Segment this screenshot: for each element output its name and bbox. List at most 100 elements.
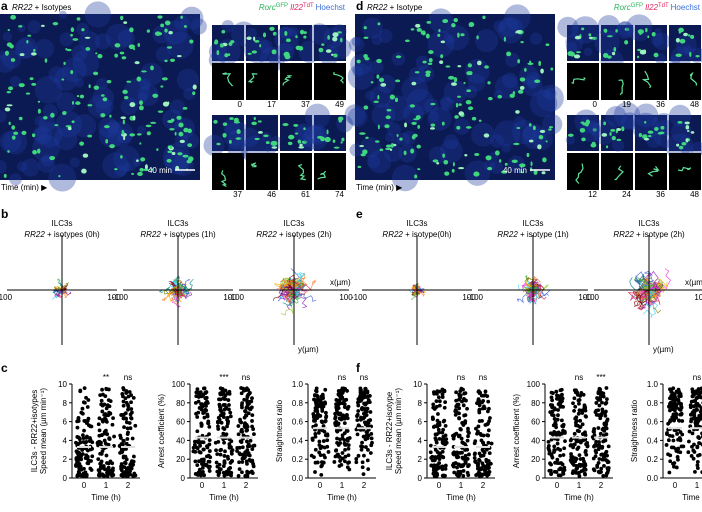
cell [448, 75, 455, 80]
x-tick-label: 2 [244, 481, 249, 490]
cell-track [54, 288, 63, 297]
cell [213, 119, 218, 124]
cell [615, 129, 618, 134]
cell [467, 106, 474, 111]
data-dot [442, 388, 447, 393]
data-dot [112, 434, 116, 439]
data-dot [558, 403, 563, 408]
cell [29, 77, 34, 81]
tissue [344, 104, 366, 126]
data-dot [216, 415, 221, 420]
data-dot [322, 445, 327, 450]
cell [221, 29, 226, 34]
data-dot [692, 442, 696, 447]
cell [359, 144, 364, 147]
data-dot [225, 454, 230, 459]
data-dot [678, 408, 683, 412]
tissue [84, 1, 111, 28]
data-dot [225, 415, 230, 420]
data-dot [477, 458, 482, 463]
data-dot [679, 402, 683, 406]
axis-max: 100 [694, 293, 702, 302]
cell [8, 121, 11, 126]
data-dot [222, 454, 227, 458]
cell [129, 102, 136, 108]
cell [636, 55, 640, 59]
data-dot [340, 451, 345, 455]
tissue [105, 23, 132, 51]
data-dot [573, 470, 578, 475]
data-dot [311, 413, 316, 418]
data-dot [129, 415, 133, 420]
y-tick-label: 0 [181, 474, 186, 483]
cell [394, 97, 399, 103]
cell [362, 149, 368, 155]
y-axis-label: Arrest coefficient (%) [512, 394, 521, 468]
data-dot [313, 470, 317, 474]
data-dot [474, 473, 479, 478]
data-dot [223, 402, 227, 407]
cell [647, 135, 652, 138]
x-axis-label: Time (h) [91, 493, 121, 502]
data-dot [104, 453, 109, 458]
cell [506, 51, 512, 57]
cell [676, 143, 680, 147]
track [614, 165, 624, 181]
data-dot [694, 407, 699, 412]
data-dot [88, 447, 93, 452]
data-dot [364, 445, 368, 449]
cell [81, 168, 87, 174]
significance: ns [457, 373, 465, 382]
cell [18, 83, 25, 88]
cell [404, 122, 407, 128]
cell [376, 74, 380, 79]
data-dot [452, 470, 457, 475]
track [689, 71, 697, 86]
il22: Il22 [645, 3, 658, 12]
data-dot [216, 473, 221, 478]
data-dot [486, 440, 491, 445]
x-tick-label: 0 [673, 481, 678, 490]
data-dot [675, 432, 679, 436]
data-dot [124, 391, 129, 395]
data-dot [695, 463, 700, 468]
cell [114, 168, 118, 171]
data-dot [226, 398, 231, 402]
cell [524, 68, 527, 72]
cell [452, 162, 455, 167]
cell [466, 89, 471, 93]
data-dot [597, 470, 602, 475]
time-point: 48 [690, 100, 699, 109]
data-dot [576, 445, 581, 450]
significance: ns [124, 373, 132, 382]
cell [317, 135, 323, 139]
x-tick-label: 1 [459, 481, 464, 490]
data-dot [365, 394, 370, 399]
data-dot [475, 431, 479, 436]
data-dot [456, 472, 461, 477]
cell [120, 155, 123, 159]
track [297, 163, 306, 181]
data-dot [323, 418, 328, 423]
data-dot [246, 443, 251, 448]
tissue [591, 119, 617, 145]
data-dot [578, 457, 583, 461]
data-dot [250, 424, 254, 429]
data-dot [602, 454, 607, 459]
data-dot [100, 387, 104, 392]
cell [272, 31, 277, 36]
data-dot [249, 469, 254, 474]
data-dot [549, 411, 554, 415]
tissue [318, 45, 340, 66]
data-dot [583, 405, 587, 409]
subtitle-rest: + isotypes (0h) [45, 230, 100, 239]
tissue [268, 53, 281, 66]
tissue [365, 90, 375, 101]
cell [75, 101, 81, 105]
data-dot [598, 394, 603, 399]
data-dot [573, 404, 578, 409]
y-tick-label: 100 [172, 380, 186, 389]
data-dot [240, 401, 244, 405]
data-dot [105, 461, 109, 465]
